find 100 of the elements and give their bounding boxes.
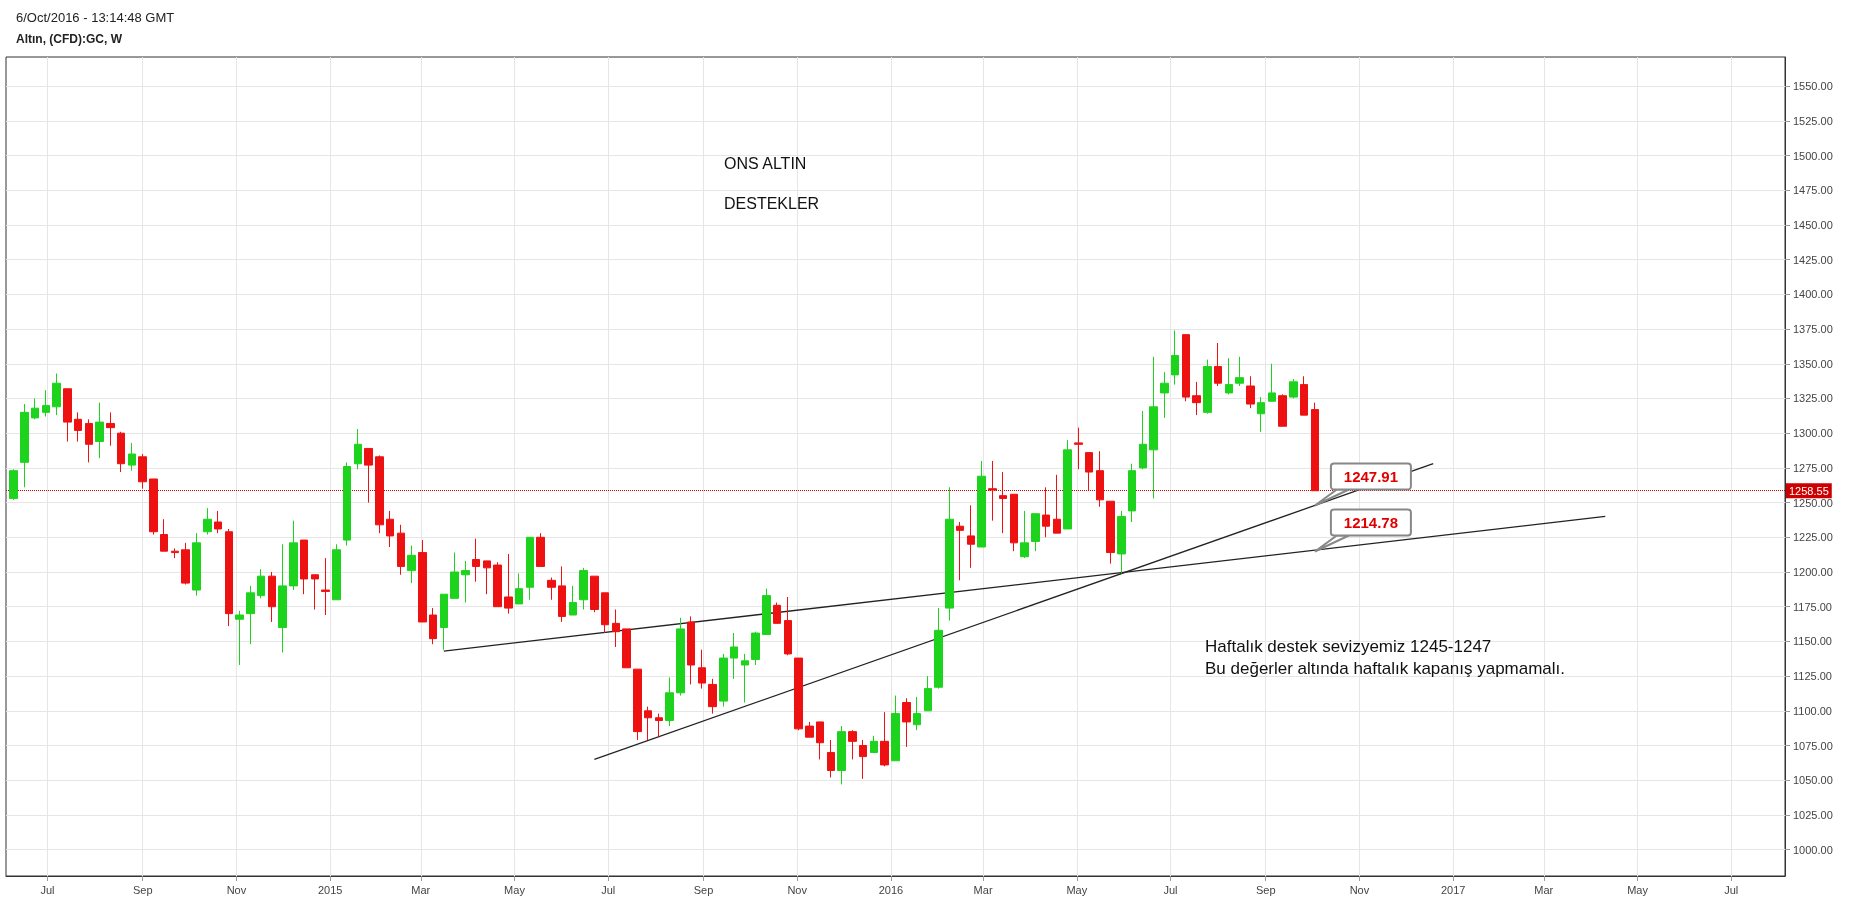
candlestick	[450, 552, 459, 599]
ref-line-label: 1258.55	[1789, 484, 1829, 497]
annotation: ONS ALTIN	[724, 154, 807, 172]
chart-title: Altın, (CFD):GC, W	[16, 32, 122, 46]
x-tick-label: Mar	[1534, 883, 1554, 896]
candlestick	[988, 460, 997, 522]
candlestick	[665, 677, 674, 727]
x-tick-label: Jul	[40, 883, 55, 896]
candlestick	[407, 545, 416, 584]
x-tick-label: 2016	[878, 883, 904, 896]
y-tick-label: 1000.00	[1793, 843, 1833, 856]
candlestick	[848, 729, 857, 760]
y-tick-label: 1175.00	[1793, 600, 1832, 613]
candlestick	[924, 675, 932, 712]
candlestick	[934, 607, 943, 690]
candlestick	[1171, 329, 1179, 386]
y-tick-label: 1150.00	[1793, 635, 1832, 648]
candlestick	[558, 565, 566, 623]
y-tick-label: 1275.00	[1793, 461, 1833, 474]
candlestick	[1053, 474, 1061, 534]
candlestick	[601, 592, 609, 634]
candlestick	[612, 608, 620, 648]
candlestick	[1128, 463, 1136, 523]
y-tick-label: 1450.00	[1793, 218, 1833, 231]
candlestick	[257, 568, 265, 599]
candlestick	[902, 697, 911, 748]
candlestick	[730, 632, 738, 680]
candlestick	[880, 711, 889, 767]
y-tick-label: 1050.00	[1793, 774, 1833, 787]
candlestick	[181, 542, 190, 585]
candlestick	[999, 471, 1007, 534]
annotation: Haftalık destek sevizyemiz 1245-1247	[1205, 637, 1492, 656]
y-tick-label: 1375.00	[1793, 323, 1833, 336]
candlestick	[440, 593, 448, 651]
candlestick	[1042, 486, 1050, 538]
y-tick-label: 1300.00	[1793, 427, 1833, 440]
x-tick-label: May	[1066, 883, 1088, 896]
candlestick	[203, 507, 212, 536]
annotation: DESTEKLER	[724, 194, 820, 212]
candlestick	[708, 678, 717, 715]
candlestick	[1106, 500, 1115, 565]
chart-subtitle: 6/Oct/2016 - 13:14:48 GMT	[16, 10, 175, 25]
candlestick	[1085, 452, 1093, 491]
y-tick-label: 1325.00	[1793, 392, 1833, 405]
x-tick-label: Nov	[1349, 883, 1370, 896]
candlestick	[751, 631, 760, 666]
candlestick	[1117, 510, 1126, 574]
candlestick	[63, 388, 72, 443]
candlestick	[698, 649, 706, 690]
candlestick	[246, 585, 255, 645]
candlestick	[1214, 342, 1222, 387]
candlestick	[74, 411, 82, 443]
candlestick	[1020, 510, 1029, 559]
candlestick	[397, 524, 405, 576]
candlestick	[784, 596, 792, 656]
x-tick-label: Jul	[1724, 883, 1739, 896]
candlestick	[106, 411, 115, 447]
candlestick	[1257, 396, 1265, 433]
candlestick	[386, 510, 394, 548]
candlestick	[429, 607, 437, 645]
x-tick-label: May	[504, 883, 526, 896]
candlestick	[773, 602, 781, 624]
candlestick	[171, 547, 179, 559]
candlestick	[913, 696, 921, 731]
candlestick	[1063, 439, 1072, 530]
candlestick	[579, 567, 588, 610]
candlestick	[1268, 363, 1276, 402]
y-tick-label: 1350.00	[1793, 357, 1833, 370]
candlestick	[311, 574, 319, 610]
candlestick	[364, 447, 373, 504]
candlestick	[149, 478, 158, 536]
candlestick	[483, 560, 491, 595]
candlestick	[1010, 493, 1018, 552]
candlestick	[622, 628, 631, 669]
candlestick	[1225, 357, 1233, 395]
candlestick	[300, 539, 308, 595]
candlestick	[268, 571, 276, 623]
x-tick-label: Jul	[601, 883, 616, 896]
candlestick	[526, 536, 534, 601]
candlestick	[945, 486, 954, 622]
y-tick-label: 1475.00	[1793, 184, 1833, 197]
y-tick-label: 1550.00	[1793, 80, 1833, 93]
candlestick	[805, 721, 814, 738]
candlestick	[343, 461, 351, 547]
annotation: Bu değerler altında haftalık kapanış yapmamalı.	[1205, 659, 1566, 678]
candlestick	[95, 402, 104, 459]
candlestick	[1182, 334, 1190, 402]
candlestick	[160, 518, 168, 552]
candlestick	[870, 735, 878, 753]
candlestick	[827, 739, 835, 778]
candlestick	[138, 453, 147, 490]
y-tick-label: 1400.00	[1793, 288, 1833, 301]
candlestick	[31, 397, 39, 420]
y-tick-label: 1425.00	[1793, 253, 1833, 266]
candlestick	[9, 468, 18, 501]
candlestick	[655, 713, 663, 738]
x-tick-label: May	[1627, 883, 1649, 896]
y-tick-label: 1075.00	[1793, 739, 1833, 752]
candlestick	[956, 521, 964, 581]
candlestick	[569, 585, 577, 616]
